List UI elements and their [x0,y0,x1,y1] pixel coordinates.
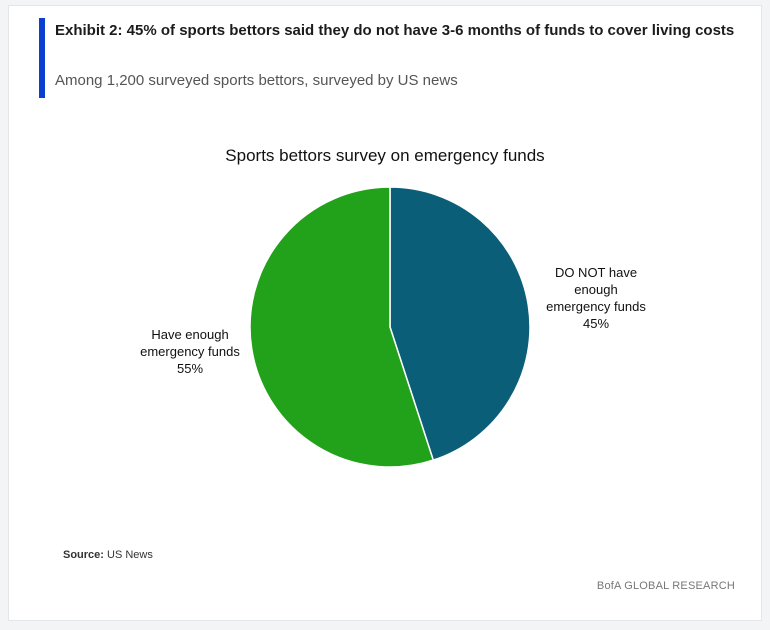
slice-label-line: DO NOT have [554,265,638,280]
slice-label-no-funds: DO NOT have enough emergency funds 45% [536,264,656,332]
source-text: US News [107,549,153,561]
exhibit-subtitle: Among 1,200 surveyed sports bettors, sur… [55,72,458,89]
brand-footer: BofA GLOBAL RESEARCH [596,580,735,592]
pie-chart [249,186,531,468]
pie-slice-1 [249,186,435,468]
exhibit-title: Exhibit 2: 45% of sports bettors said th… [55,22,735,39]
source-label: Source: [63,549,104,561]
source-note: Source: US News [63,549,153,561]
accent-bar [39,18,45,98]
slice-label-line: emergency funds [546,299,646,314]
slice-value-label: 55% [176,361,204,376]
pie-slice-0 [389,186,531,462]
exhibit-card: Exhibit 2: 45% of sports bettors said th… [9,6,761,620]
slice-label-line: enough [574,282,618,297]
slice-value-label: 45% [582,316,610,331]
chart-title: Sports bettors survey on emergency funds [225,146,545,165]
slice-label-have-funds: Have enough emergency funds 55% [125,326,255,377]
slice-label-line: Have enough [151,327,229,342]
slice-label-line: emergency funds [140,344,240,359]
